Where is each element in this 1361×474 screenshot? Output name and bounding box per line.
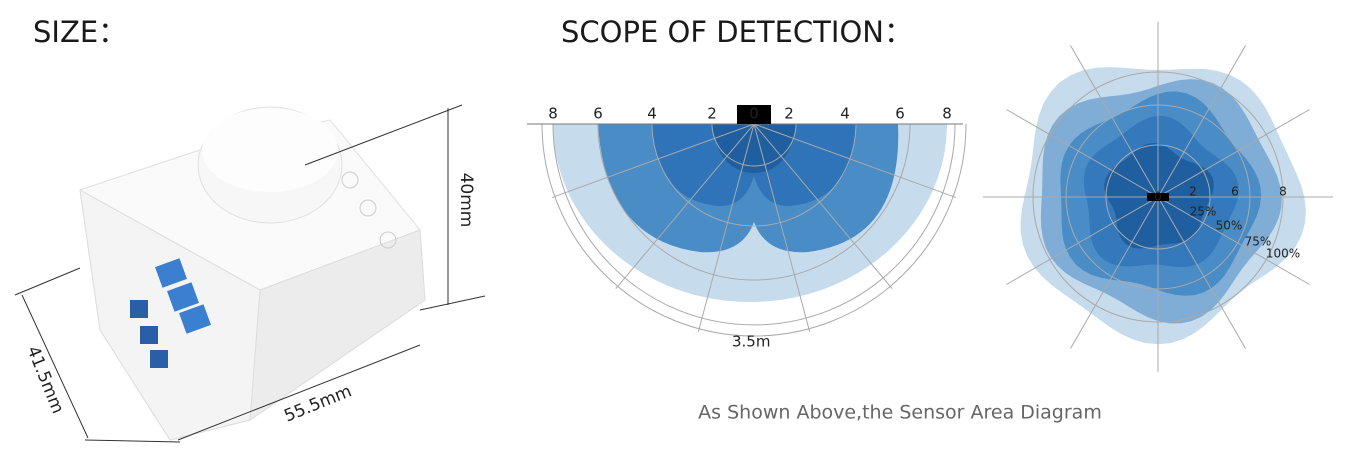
side-view: 8 6 4 2 0 2 4 6 8 <box>527 105 967 337</box>
grid-arc <box>651 123 857 227</box>
scale-label: 6 <box>593 105 603 123</box>
grid-ray <box>697 123 755 332</box>
grid-ray <box>551 123 755 199</box>
size-title: SIZE： <box>33 15 127 49</box>
scale-label: 2 <box>784 105 794 123</box>
scope-title: SCOPE OF DETECTION： <box>561 15 913 49</box>
caption: As Shown Above,the Sensor Area Diagram <box>698 402 1102 424</box>
scale-label: 8 <box>548 105 558 123</box>
center-box <box>1147 193 1169 201</box>
top-view: 0 2 6 8 25%50%75%100% <box>983 22 1333 372</box>
center-box <box>737 105 771 124</box>
grid-ray <box>753 123 893 290</box>
scale-label: 2 <box>707 105 717 123</box>
scale-label: 8 <box>1279 185 1287 199</box>
scale-label: 2 <box>1189 185 1197 199</box>
grid-ray <box>753 123 811 332</box>
dimension-lines <box>14 104 486 443</box>
grid-arc <box>552 123 956 326</box>
scale-label: 8 <box>942 105 952 123</box>
level-label: 100% <box>1266 247 1300 261</box>
range-label: 3.5m <box>732 333 770 351</box>
scale-label: 0 <box>749 105 759 123</box>
grid-arc <box>597 123 911 281</box>
grid-ray <box>615 123 755 290</box>
height-label: 40mm <box>456 173 476 228</box>
level-label: 25% <box>1190 205 1217 219</box>
device <box>78 106 426 441</box>
grid-ray <box>753 123 957 199</box>
scale-label: 4 <box>840 105 850 123</box>
grid-arc <box>711 123 797 167</box>
level-label: 75% <box>1245 235 1272 249</box>
scale-label: 4 <box>647 105 657 123</box>
level-label: 50% <box>1216 219 1243 233</box>
scale-label: 6 <box>1231 185 1239 199</box>
scale-label: 6 <box>895 105 905 123</box>
center-label: 0 <box>1154 190 1162 204</box>
grid-arc <box>541 123 967 337</box>
